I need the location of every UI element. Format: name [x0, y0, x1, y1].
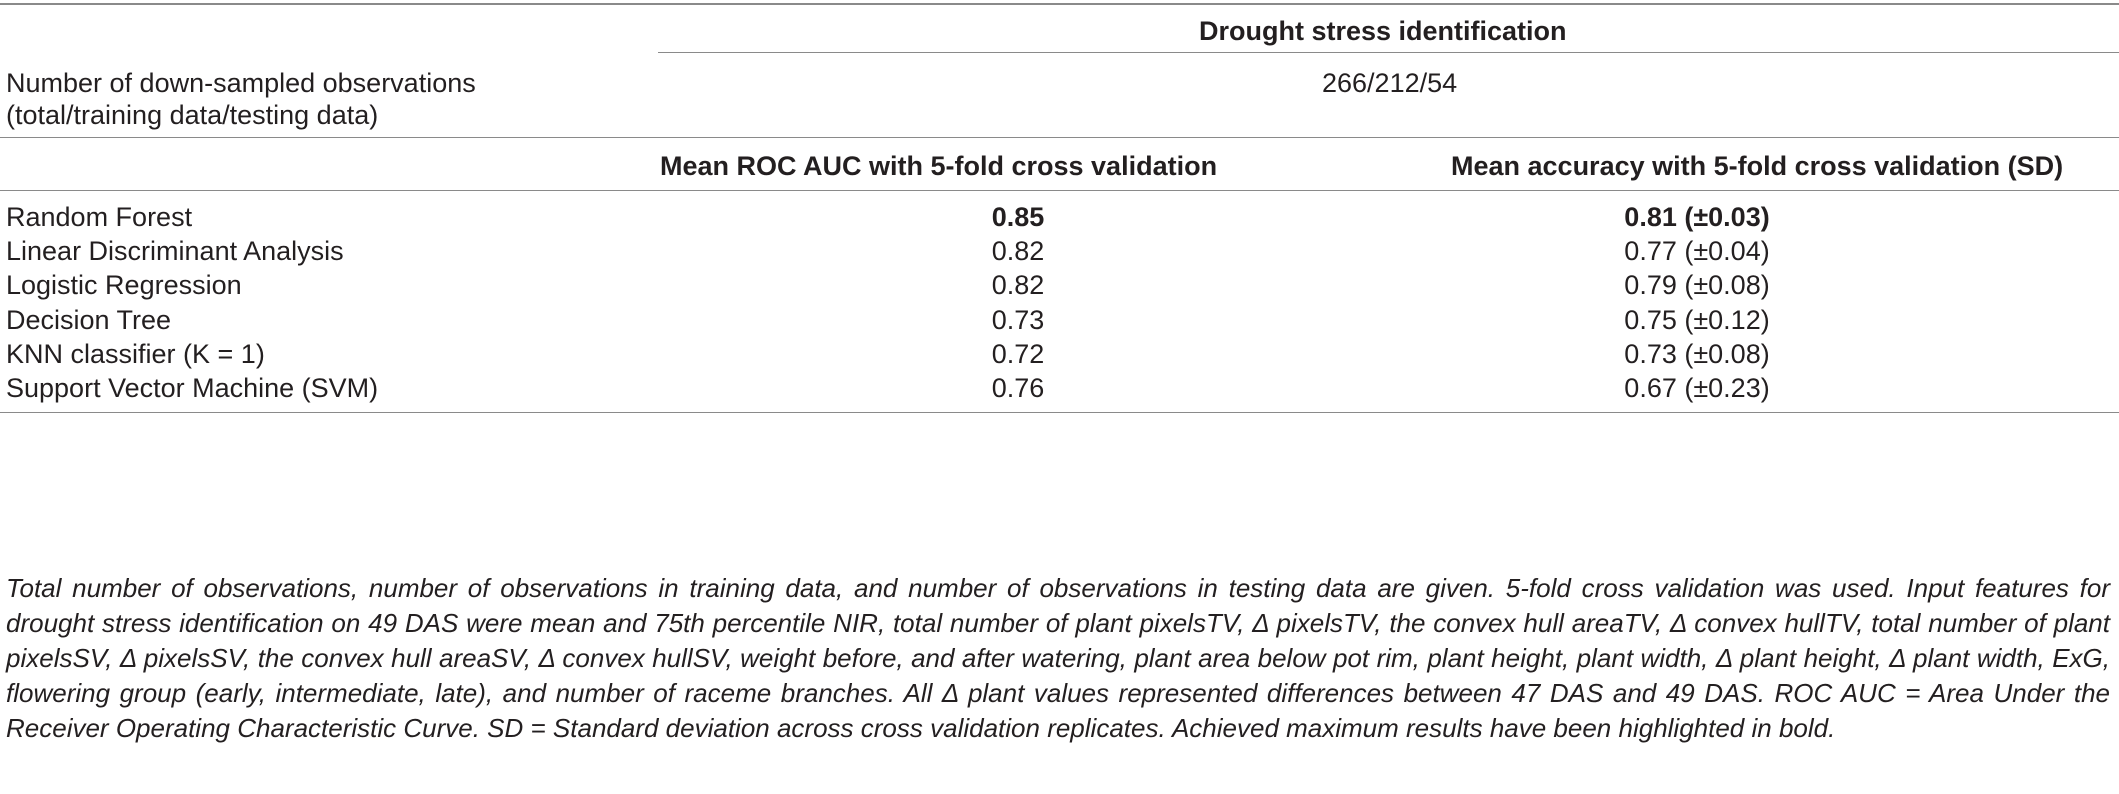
bottom-rule	[0, 412, 2119, 413]
header-rule	[0, 190, 2119, 191]
col-header-acc: Mean accuracy with 5-fold cross validati…	[1451, 151, 2064, 181]
obs-label-line1: Number of down-sampled observations	[6, 68, 476, 98]
table-row-model: Logistic Regression	[6, 270, 242, 300]
table-cell-roc: 0.82	[991, 270, 1045, 300]
table-row-model: Support Vector Machine (SVM)	[6, 373, 379, 403]
table-row-model: Random Forest	[6, 202, 193, 232]
table-cell-roc: 0.82	[991, 236, 1045, 266]
table-cell-roc: 0.85	[991, 202, 1045, 232]
table-cell-accuracy: 0.67 (±0.23)	[1624, 373, 1770, 403]
table-cell-accuracy: 0.81 (±0.03)	[1624, 202, 1770, 232]
group-rule	[658, 52, 2119, 53]
obs-label-line2: (total/training data/testing data)	[6, 100, 379, 130]
table-row-model: KNN classifier (K = 1)	[6, 339, 265, 369]
table-cell-roc: 0.72	[991, 339, 1045, 369]
table-cell-accuracy: 0.75 (±0.12)	[1624, 305, 1770, 335]
group-title: Drought stress identification	[1199, 16, 1567, 46]
table-caption: Total number of observations, number of …	[6, 573, 2110, 743]
col-header-roc: Mean ROC AUC with 5-fold cross validatio…	[660, 151, 1218, 181]
table-cell-accuracy: 0.77 (±0.04)	[1624, 236, 1770, 266]
table-cell-roc: 0.76	[991, 373, 1045, 403]
table-row-model: Linear Discriminant Analysis	[6, 236, 344, 266]
obs-value: 266/212/54	[1322, 68, 1458, 98]
mid-rule	[0, 137, 2119, 138]
table-cell-accuracy: 0.79 (±0.08)	[1624, 270, 1770, 300]
table-row-model: Decision Tree	[6, 305, 172, 335]
top-rule	[0, 3, 2119, 5]
table-cell-accuracy: 0.73 (±0.08)	[1624, 339, 1770, 369]
table-cell-roc: 0.73	[991, 305, 1045, 335]
